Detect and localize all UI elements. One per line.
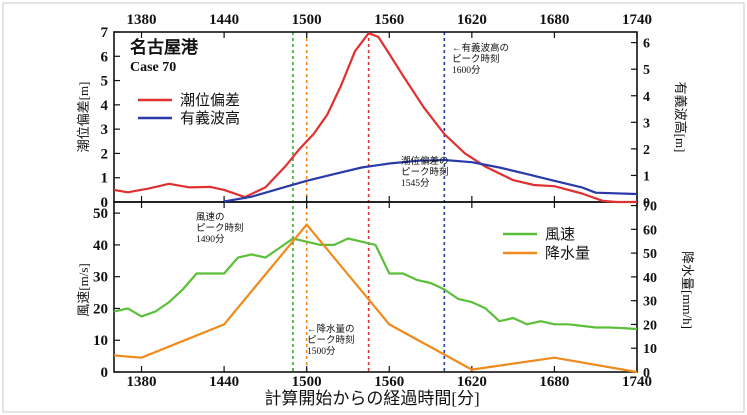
annotation-rain-peak-line-1: ピーク時刻	[307, 334, 355, 346]
right-tick-label-1-2: 20	[643, 318, 657, 333]
x-tick-label-top-4: 1620	[457, 12, 487, 28]
right-tick-label-0-6: 6	[643, 37, 650, 52]
left-tick-label-0-2: 2	[101, 146, 109, 162]
x-tick-label-top-2: 1500	[292, 12, 322, 28]
legend-label-1-1: 降水量	[545, 245, 590, 262]
x-tick-label-top-1: 1440	[209, 12, 239, 28]
right-tick-label-0-0: 0	[643, 196, 650, 211]
x-tick-label-bottom-5: 1680	[539, 374, 569, 390]
annotation-wind-peak-line-2: 1490分	[196, 234, 225, 245]
left-tick-label-1-5: 50	[93, 206, 108, 222]
annotation-rain-peak-line-0: ←降水量の	[307, 323, 355, 335]
right-tick-label-0-2: 2	[643, 143, 650, 158]
x-axis-label: 計算開始からの経過時間[分]	[264, 389, 479, 408]
right-tick-label-1-0: 0	[643, 366, 650, 381]
left-tick-label-0-5: 5	[101, 74, 109, 90]
right-axis-label-bottom: 降水量[mm/h]	[680, 251, 695, 329]
x-tick-label-top-5: 1680	[539, 12, 569, 28]
series-line-0-1	[223, 158, 638, 203]
right-tick-label-1-6: 60	[643, 223, 657, 238]
x-tick-label-bottom-4: 1620	[457, 374, 487, 390]
left-axis-label-bottom: 風速[m/s]	[76, 263, 91, 316]
right-tick-label-1-3: 30	[643, 295, 657, 310]
left-tick-label-0-3: 3	[101, 122, 109, 138]
annotation-rain-peak-line-2: 1500分	[307, 346, 336, 357]
legend-label-1-0: 風速	[545, 226, 575, 243]
series-line-0-0	[113, 32, 637, 204]
right-tick-label-0-4: 4	[643, 90, 650, 105]
x-tick-label-top-6: 1740	[622, 12, 652, 28]
legend-label-0-0: 潮位偏差	[180, 92, 240, 109]
x-tick-label-bottom-0: 1380	[127, 374, 157, 390]
left-tick-label-1-1: 10	[93, 333, 108, 349]
annotation-wave-peak-line-0: ←有義波高の	[452, 42, 509, 54]
left-axis-label-top: 潮位偏差[m]	[76, 82, 91, 153]
right-tick-label-0-3: 3	[643, 116, 650, 131]
legend-label-0-1: 有義波高	[180, 110, 240, 127]
right-tick-label-1-1: 10	[643, 342, 657, 357]
chart-subtitle: Case 70	[130, 60, 176, 75]
right-tick-label-1-7: 70	[643, 200, 657, 215]
left-tick-label-0-6: 6	[101, 49, 109, 65]
x-tick-label-bottom-2: 1500	[292, 374, 322, 390]
x-tick-label-bottom-3: 1560	[374, 374, 404, 390]
annotation-wind-peak-line-1: ピーク時刻	[196, 222, 244, 234]
x-tick-label-bottom-6: 1740	[622, 374, 652, 390]
annotation-tide-peak-line-0: 潮位偏差の	[401, 155, 449, 167]
annotation-wave-peak-line-1: ピーク時刻	[452, 53, 500, 65]
right-tick-label-0-1: 1	[643, 169, 650, 184]
left-tick-label-0-4: 4	[101, 98, 109, 114]
label-layer: 名古屋港 Case 70 計算開始からの経過時間[分]	[130, 37, 480, 408]
right-tick-label-1-4: 40	[643, 271, 657, 286]
left-tick-label-0-0: 0	[101, 195, 109, 211]
x-tick-label-top-3: 1560	[374, 12, 404, 28]
left-tick-label-1-4: 40	[93, 238, 108, 254]
right-tick-label-0-5: 5	[643, 63, 650, 78]
plot-layer: 0123456701234560102030405001020304050607…	[76, 12, 695, 390]
annotation-tide-peak-line-1: ピーク時刻	[401, 166, 449, 178]
x-tick-label-top-0: 1380	[127, 12, 157, 28]
chart-title: 名古屋港	[130, 37, 199, 57]
annotation-wave-peak-line-2: 1600分	[452, 65, 481, 76]
left-tick-label-0-1: 1	[101, 171, 109, 187]
annotation-wind-peak-line-0: 風速の	[196, 212, 225, 223]
left-tick-label-1-0: 0	[101, 365, 109, 381]
left-tick-label-1-3: 30	[93, 270, 108, 286]
annotation-tide-peak-line-2: 1545分	[401, 178, 430, 189]
left-tick-label-1-2: 20	[93, 301, 108, 317]
left-tick-label-0-7: 7	[101, 25, 109, 41]
right-axis-label-top: 有義波高[m]	[673, 82, 688, 153]
series-line-1-1	[113, 223, 638, 374]
right-tick-label-1-5: 50	[643, 247, 657, 262]
series-line-1-0	[113, 237, 638, 331]
x-tick-label-bottom-1: 1440	[209, 374, 239, 390]
panel-frame-1	[113, 201, 638, 373]
